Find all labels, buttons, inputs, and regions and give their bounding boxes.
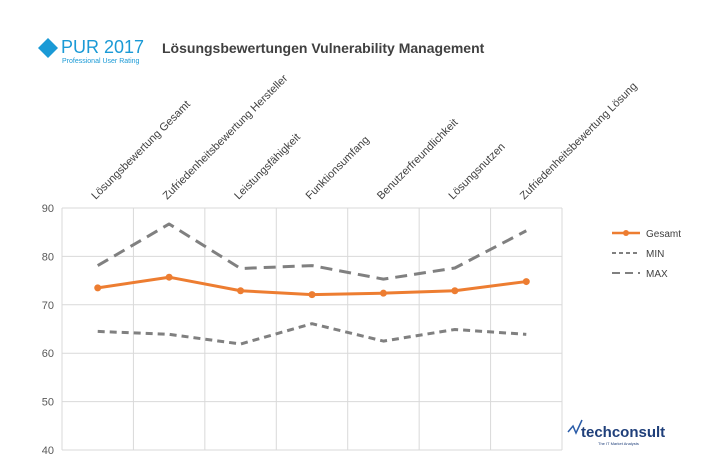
y-tick-label: 80	[42, 251, 54, 263]
data-point-gesamt	[308, 291, 316, 299]
y-tick-label: 50	[42, 397, 54, 409]
data-point-gesamt	[451, 287, 459, 295]
pur-logo: PUR 2017 Professional User Rating	[38, 37, 144, 65]
diamond-logo-icon	[38, 38, 58, 58]
series-line-max	[96, 222, 527, 281]
brand-tagline: The IT Market Analysts	[598, 441, 639, 446]
techconsult-logo: techconsult The IT Market Analysts	[567, 419, 665, 446]
logo-sub: Professional User Rating	[62, 58, 140, 65]
x-category-label: Zufriedenheitsbewertung Lösung	[518, 80, 640, 202]
legend-marker	[623, 230, 629, 236]
legend-label: MIN	[646, 249, 664, 260]
data-point-gesamt	[379, 289, 387, 297]
x-category-label: Benutzerfreundlichkeit	[375, 117, 460, 202]
chart-title: Lösungsbewertungen Vulnerability Managem…	[162, 40, 485, 56]
x-category-label: Funktionsumfang	[304, 134, 372, 202]
legend-label: MAX	[646, 269, 668, 280]
y-tick-label: 90	[42, 203, 54, 215]
y-tick-label: 40	[42, 445, 54, 457]
legend-label: Gesamt	[646, 229, 681, 240]
x-category-label: Lösungsnutzen	[446, 141, 507, 202]
y-tick-label: 70	[42, 300, 54, 312]
checkmark-logo-icon	[567, 419, 583, 435]
data-point-gesamt	[237, 287, 245, 295]
data-point-gesamt	[94, 284, 102, 292]
x-category-label: Zufriedenheitsbewertung Hersteller	[161, 72, 291, 202]
data-point-gesamt	[165, 273, 173, 281]
y-tick-label: 60	[42, 348, 54, 360]
series-line-min	[97, 322, 527, 346]
x-category-label: Leistungsfähigkeit	[232, 131, 303, 202]
logo-main: PUR 2017	[61, 37, 144, 57]
brand-logo: techconsult	[581, 424, 665, 441]
data-point-gesamt	[522, 278, 530, 286]
